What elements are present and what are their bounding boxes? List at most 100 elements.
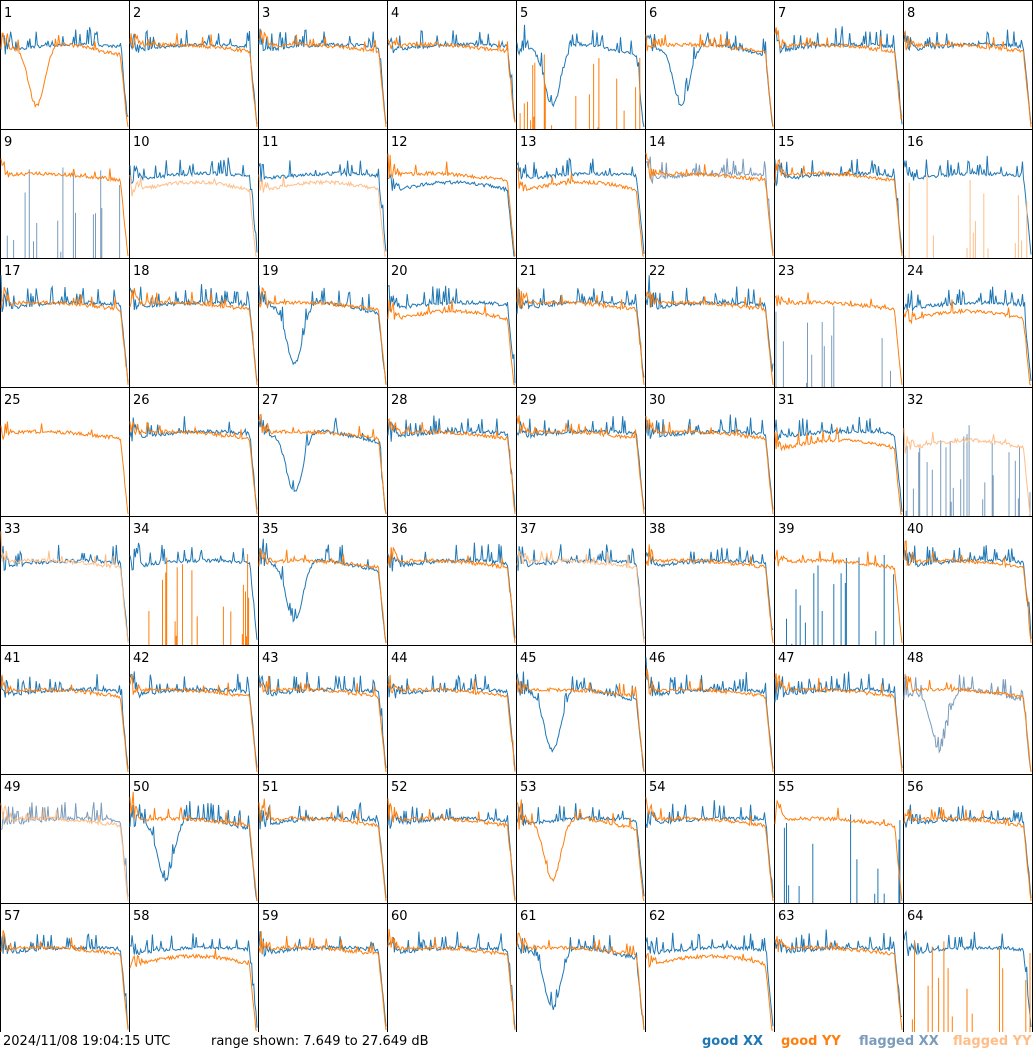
panel-label: 45 — [520, 651, 537, 666]
series-yy-trace — [387, 546, 516, 644]
panel-64: 64 — [903, 903, 1033, 1032]
series-xx-trace — [905, 425, 1031, 516]
series-xx-trace — [774, 929, 902, 1017]
panel-frame — [774, 0, 904, 130]
panel-label: 4 — [391, 6, 399, 21]
panel-61: 61 — [516, 903, 646, 1032]
panel-38: 38 — [645, 516, 775, 646]
panel-56: 56 — [903, 774, 1033, 904]
panel-label: 54 — [649, 780, 666, 795]
panel-frame — [774, 774, 904, 904]
panel-frame — [387, 258, 517, 388]
panel-label: 27 — [262, 393, 279, 408]
panel-label: 16 — [907, 135, 924, 150]
series-yy-trace — [645, 152, 774, 257]
series-yy-trace — [516, 550, 645, 644]
panel-label: 14 — [649, 135, 666, 150]
series-xx-trace — [516, 416, 645, 510]
panel-label: 64 — [907, 909, 924, 924]
legend-good-yy: good YY — [781, 1034, 841, 1049]
panel-frame — [903, 129, 1033, 259]
series-xx-trace — [129, 801, 258, 902]
panel-frame — [387, 903, 517, 1032]
panel-59: 59 — [258, 903, 388, 1032]
panel-label: 7 — [778, 6, 786, 21]
series-xx-trace — [516, 24, 645, 128]
series-xx-trace — [129, 157, 258, 253]
panel-label: 24 — [907, 264, 924, 279]
legend-flagged-yy: flagged YY — [953, 1034, 1032, 1049]
panel-45: 45 — [516, 645, 646, 775]
panel-17: 17 — [0, 258, 130, 388]
panel-14: 14 — [645, 129, 775, 259]
panel-frame — [516, 129, 646, 259]
series-yy-trace — [645, 291, 774, 386]
series-xx-trace — [516, 803, 645, 897]
panel-6: 6 — [645, 0, 775, 130]
panel-label: 50 — [133, 780, 150, 795]
panel-label: 22 — [649, 264, 666, 279]
panel-label: 35 — [262, 522, 279, 537]
panel-frame — [774, 645, 904, 775]
panel-10: 10 — [129, 129, 259, 259]
panel-label: 32 — [907, 393, 924, 408]
panel-label: 46 — [649, 651, 666, 666]
series-xx-trace — [775, 306, 891, 387]
series-yy-trace — [0, 803, 129, 902]
series-yy-trace — [516, 287, 645, 385]
panel-48: 48 — [903, 645, 1033, 775]
series-xx-trace — [516, 157, 645, 254]
series-yy-trace — [516, 799, 645, 902]
panel-42: 42 — [129, 645, 259, 775]
series-yy-trace — [774, 800, 903, 902]
panel-50: 50 — [129, 774, 259, 904]
panel-frame — [645, 129, 775, 259]
series-yy-trace — [129, 421, 258, 515]
panel-label: 55 — [778, 780, 795, 795]
series-yy-trace — [258, 930, 387, 1031]
panel-52: 52 — [387, 774, 517, 904]
panel-37: 37 — [516, 516, 646, 646]
panel-label: 17 — [4, 264, 21, 279]
series-yy-trace — [129, 174, 257, 257]
series-xx-trace — [387, 804, 516, 900]
panel-label: 37 — [520, 522, 537, 537]
panel-label: 8 — [907, 6, 915, 21]
panel-frame — [0, 774, 130, 904]
panel-12: 12 — [387, 129, 517, 259]
series-xx-trace — [387, 173, 515, 257]
series-yy-trace — [129, 287, 258, 386]
panel-frame — [387, 516, 517, 646]
panel-frame — [258, 903, 388, 1032]
panel-22: 22 — [645, 258, 775, 388]
panel-frame — [258, 387, 388, 517]
panel-label: 47 — [778, 651, 795, 666]
panel-label: 30 — [649, 393, 666, 408]
panel-62: 62 — [645, 903, 775, 1032]
series-yy-trace — [387, 299, 516, 386]
panel-label: 61 — [520, 909, 537, 924]
panel-label: 28 — [391, 393, 408, 408]
panel-label: 41 — [4, 651, 21, 666]
series-xx-trace — [258, 160, 387, 252]
series-yy-trace — [0, 531, 129, 644]
series-yy-trace — [258, 286, 387, 386]
panel-frame — [129, 258, 259, 388]
series-xx-trace — [516, 671, 645, 773]
panel-24: 24 — [903, 258, 1033, 388]
panel-13: 13 — [516, 129, 646, 259]
panel-label: 19 — [262, 264, 279, 279]
panel-label: 40 — [907, 522, 924, 537]
series-xx-trace — [129, 671, 258, 768]
panel-frame — [645, 258, 775, 388]
series-yy-trace — [258, 29, 387, 128]
series-yy-trace — [129, 791, 258, 902]
panel-39: 39 — [774, 516, 904, 646]
panel-60: 60 — [387, 903, 517, 1032]
panel-label: 3 — [262, 6, 270, 21]
series-xx-trace — [774, 26, 903, 125]
panel-36: 36 — [387, 516, 517, 646]
panel-frame — [0, 903, 130, 1032]
panel-frame — [903, 0, 1033, 130]
panel-frame — [516, 258, 646, 388]
